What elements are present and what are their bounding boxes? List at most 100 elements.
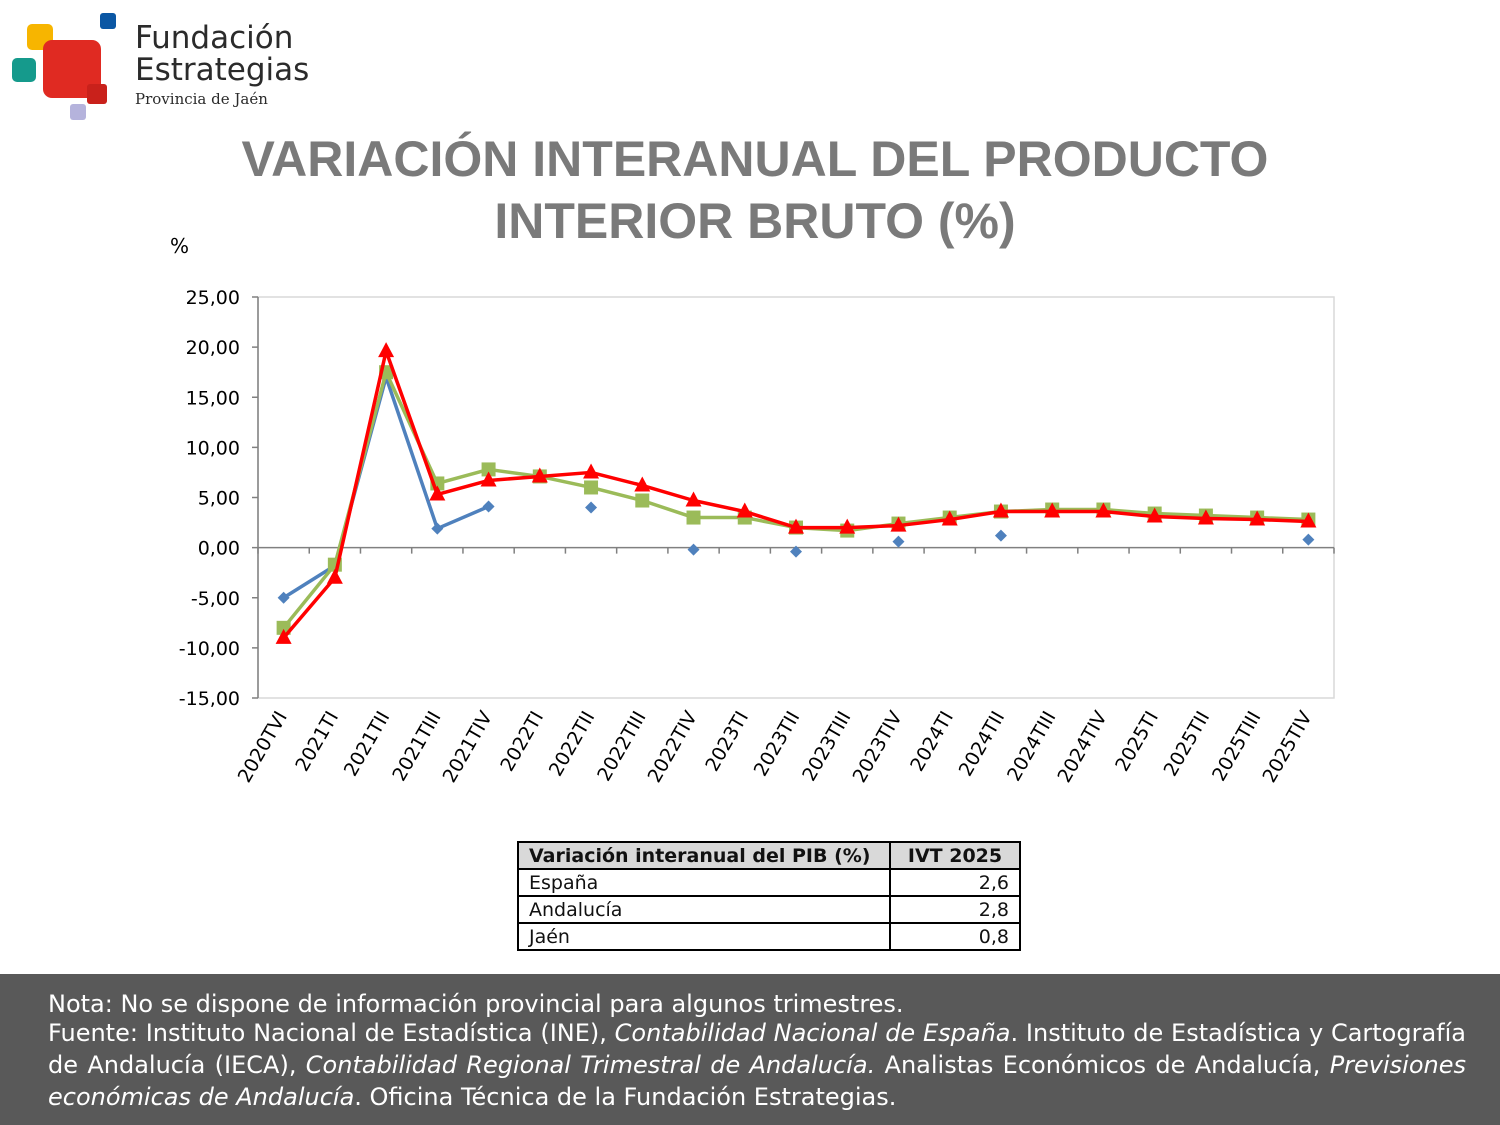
data-point-triangle [1300, 512, 1317, 528]
series-line-segment [1152, 511, 1208, 518]
x-tick-label: 2021TII [340, 708, 395, 781]
series-line-segment [743, 509, 798, 530]
data-point-triangle [275, 628, 292, 644]
y-tick-label: 20,00 [186, 337, 240, 359]
x-tick-label: 2024TIV [1053, 707, 1111, 786]
series-line-segment [640, 483, 696, 503]
x-tick-label: 2020TVI [234, 708, 292, 787]
y-tick-label: 0,00 [198, 538, 240, 560]
logo-lilac-square [70, 104, 86, 120]
series-line-segment [1255, 515, 1311, 522]
data-point-triangle [685, 491, 702, 507]
x-tick-label: 2025TI [1111, 708, 1163, 776]
x-tick-label: 2022TII [545, 708, 600, 781]
data-point-diamond [790, 545, 802, 558]
series-line-segment [896, 517, 952, 528]
data-point-triangle [531, 467, 548, 483]
series-line-segment [435, 467, 491, 486]
x-tick-label: 2021TI [291, 708, 343, 776]
summary-row-label: Andalucía [517, 895, 891, 924]
chart-series [275, 342, 1317, 644]
series-line-segment [538, 470, 593, 479]
summary-header-row: Variación interanual del PIB (%) IVT 202… [517, 841, 1021, 870]
data-point-triangle [480, 471, 497, 487]
data-point-diamond [277, 591, 290, 604]
footer-note: Nota: No se dispone de información provi… [48, 990, 904, 1018]
x-tick-label: 2024TII [955, 708, 1010, 781]
gdp-line-chart: % 25,00 20,00 15,00 10,00 5,00 0,00 -5,00 -10,00… [170, 234, 1335, 787]
series-line-segment [640, 498, 696, 520]
data-point-square [584, 480, 599, 495]
summary-header-label: Variación interanual del PIB (%) [517, 841, 891, 870]
source-title-1: Contabilidad Nacional de España [614, 1019, 1011, 1047]
x-tick-label: 2023TI [701, 708, 753, 776]
y-axis-label: % [170, 234, 189, 258]
data-point-triangle [941, 510, 958, 526]
x-tick-label: 2022TIII [593, 708, 650, 785]
source-end: . Oficina Técnica de la Fundación Estrat… [354, 1083, 897, 1111]
x-tick-label: 2025TII [1160, 708, 1215, 781]
x-tick-label: 2025TIII [1208, 708, 1265, 785]
data-point-triangle [1249, 510, 1266, 526]
series-line-segment [1204, 513, 1259, 520]
summary-row-label: España [517, 868, 891, 897]
data-point-triangle [1146, 507, 1163, 523]
summary-table: Variación interanual del PIB (%) IVT 202… [517, 841, 1021, 951]
logo-text-line3: Provincia de Jaén [135, 90, 268, 108]
source-mid-1: . Instituto de Estadística y Cartografía… [48, 1019, 1467, 1079]
logo-darkred-square [87, 84, 107, 104]
series-line-segment [486, 467, 542, 479]
plot-area-border [257, 296, 1335, 699]
data-point-diamond [431, 522, 444, 535]
x-tick-label: 2022TIV [644, 707, 702, 786]
logo-blue-square [100, 13, 116, 29]
series-line-segment [1101, 507, 1157, 516]
series-line-segment [1255, 517, 1311, 524]
y-tick-label: -10,00 [179, 638, 240, 660]
page-title: VARIACIÓN INTERANUAL DEL PRODUCTO INTERI… [150, 128, 1360, 252]
chart-frame [257, 296, 1335, 699]
title-line1: VARIACIÓN INTERANUAL DEL PRODUCTO [241, 131, 1269, 187]
series-line-segment [845, 523, 901, 530]
summary-row-andalucia: Andalucía 2,8 [517, 895, 1021, 924]
series-line-segment [333, 349, 388, 580]
data-point-square [481, 462, 496, 477]
series-line-segment [589, 485, 645, 503]
data-point-triangle [583, 463, 600, 479]
logo-mark [12, 13, 116, 120]
series-line-segment [691, 498, 747, 514]
footer-source: Fuente: Instituto Nacional de Estadístic… [48, 1017, 1466, 1113]
data-point-diamond [1302, 533, 1315, 546]
series-line-segment [1152, 514, 1208, 521]
y-tick-label: -15,00 [179, 688, 240, 710]
source-title-2: Contabilidad Regional Trimestral de Anda… [305, 1051, 876, 1079]
series-line-segment [1101, 509, 1157, 519]
source-mid-2: Analistas Económicos de Andalucía, [875, 1051, 1330, 1079]
series-line-segment [281, 562, 337, 630]
summary-row-jaen: Jaén 0,8 [517, 922, 1021, 951]
title-line2: INTERIOR BRUTO (%) [494, 193, 1016, 249]
logo: Fundación Estrategias Provincia de Jaén [8, 10, 318, 125]
data-point-diamond [482, 500, 495, 513]
y-tick-label: -5,00 [191, 588, 240, 610]
data-point-triangle [890, 516, 907, 532]
x-tick-label: 2023TIV [848, 707, 906, 786]
data-point-triangle [326, 568, 343, 584]
x-tick-label: 2021TIV [439, 707, 497, 786]
summary-row-value: 0,8 [889, 922, 1021, 951]
x-tick-label: 2024TIII [1003, 708, 1060, 785]
data-point-triangle [1095, 502, 1112, 518]
series-line-segment [384, 375, 440, 531]
data-point-square [686, 510, 701, 525]
source-title-3: Previsiones económicas de Andalucía [48, 1051, 1466, 1111]
data-point-triangle [378, 342, 395, 358]
series-line-segment [281, 575, 337, 640]
y-tick-label: 5,00 [198, 488, 240, 510]
data-point-diamond [892, 535, 905, 548]
data-point-triangle [1044, 502, 1061, 518]
y-tick-label: 10,00 [186, 437, 240, 459]
footer-notes: Nota: No se dispone de información provi… [0, 974, 1500, 1125]
series-line-segment [589, 470, 645, 488]
series-line-segment [281, 563, 337, 600]
summary-row-espana: España 2,6 [517, 868, 1021, 897]
